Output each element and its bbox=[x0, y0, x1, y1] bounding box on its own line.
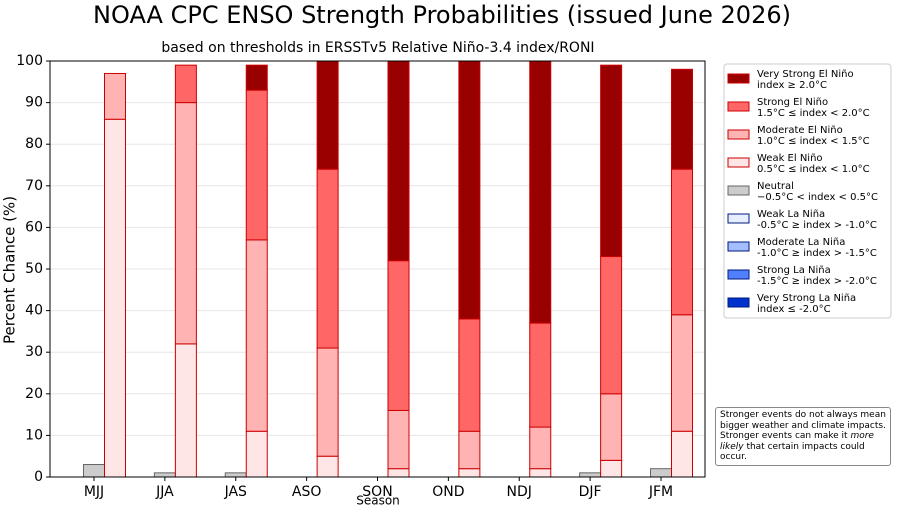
legend-swatch bbox=[727, 213, 750, 224]
bar-segment bbox=[671, 68, 693, 170]
bar-segment bbox=[387, 409, 410, 470]
bar-segment bbox=[671, 168, 693, 316]
legend-swatch bbox=[727, 129, 750, 140]
legend-label: Neutral bbox=[757, 181, 794, 192]
bar-segment bbox=[83, 464, 105, 478]
x-tick-label: NDJ bbox=[507, 484, 532, 500]
y-tick-label: 40 bbox=[25, 303, 43, 319]
bar-segment bbox=[529, 60, 552, 324]
bar-segment bbox=[529, 322, 552, 428]
legend-swatch bbox=[727, 269, 750, 280]
y-tick-label: 30 bbox=[25, 344, 43, 360]
bar-segment bbox=[245, 89, 268, 241]
bar-segment bbox=[600, 393, 623, 461]
x-tick-label: ASO bbox=[292, 484, 321, 500]
bar-segment bbox=[387, 468, 410, 478]
y-tick-label: 10 bbox=[25, 427, 43, 443]
bar-segment bbox=[316, 455, 339, 478]
legend-label: Strong El Niño bbox=[757, 97, 828, 108]
bar-segment bbox=[174, 64, 197, 104]
bar-segment bbox=[387, 60, 410, 262]
bar-segment bbox=[458, 430, 481, 470]
note-text: Stronger events do not always mean bigge… bbox=[720, 410, 886, 441]
legend-swatch bbox=[727, 73, 750, 84]
legend-swatch bbox=[727, 241, 750, 252]
y-tick-label: 0 bbox=[34, 469, 43, 485]
bar-segment bbox=[458, 468, 481, 478]
y-tick-label: 60 bbox=[25, 219, 43, 235]
bar-segment bbox=[650, 468, 672, 478]
y-tick-label: 50 bbox=[25, 261, 43, 277]
legend-range: 1.0°C ≤ index < 1.5°C bbox=[757, 136, 870, 147]
bar-segment bbox=[579, 472, 602, 478]
y-tick-label: 70 bbox=[25, 178, 43, 194]
bar-segment bbox=[458, 318, 481, 432]
legend-box bbox=[723, 63, 892, 319]
legend-swatch bbox=[727, 101, 750, 112]
note-emphasis: more likely bbox=[720, 431, 874, 452]
bar-segment bbox=[458, 60, 481, 320]
note: Stronger events do not always mean bigge… bbox=[715, 407, 891, 466]
bar-segment bbox=[245, 64, 268, 91]
bar-segment bbox=[671, 314, 693, 432]
bar-segment bbox=[671, 430, 693, 478]
legend-range: 1.5°C ≤ index < 2.0°C bbox=[757, 108, 870, 119]
y-tick-label: 100 bbox=[16, 53, 43, 69]
bar-segment bbox=[529, 468, 552, 478]
x-axis-label: Season bbox=[356, 494, 400, 507]
plot-frame bbox=[49, 60, 706, 478]
bar-segment bbox=[174, 102, 197, 345]
legend-label: Moderate La Niña bbox=[757, 237, 845, 248]
x-tick-label: SON bbox=[362, 484, 392, 500]
bar-segment bbox=[316, 60, 339, 170]
legend-label: Very Strong La Niña bbox=[757, 293, 856, 304]
y-tick-label: 90 bbox=[25, 95, 43, 111]
legend-label: Moderate El Niño bbox=[757, 125, 843, 136]
legend-label: Very Strong El Niño bbox=[757, 69, 854, 80]
legend-range: index ≥ 2.0°C bbox=[757, 80, 827, 91]
x-tick-label: OND bbox=[432, 484, 464, 500]
bar-segment bbox=[387, 260, 410, 411]
x-tick-label: JJA bbox=[155, 484, 174, 500]
legend-swatch bbox=[727, 157, 750, 168]
legend-range: -1.0°C ≥ index > -1.5°C bbox=[757, 248, 877, 259]
chart-subtitle: based on thresholds in ERSSTv5 Relative … bbox=[161, 40, 594, 56]
plot: 0 10 20 30 40 50 60 70 80 90 100 MJJ JJA JAS ASO SON OND… bbox=[16, 53, 706, 500]
legend-swatch bbox=[727, 297, 750, 308]
bar-segment bbox=[316, 168, 339, 349]
legend-range: 0.5°C ≤ index < 1.0°C bbox=[757, 164, 870, 175]
y-tick-label: 20 bbox=[25, 386, 43, 402]
bar-segment bbox=[174, 343, 197, 478]
bar-segment bbox=[153, 472, 176, 478]
legend-range: −0.5°C < index < 0.5°C bbox=[757, 192, 878, 203]
legend-swatch bbox=[727, 185, 750, 196]
legend-label: Strong La Niña bbox=[757, 265, 831, 276]
x-tick-label: JAS bbox=[224, 484, 247, 500]
legend-range: index ≤ -2.0°C bbox=[757, 304, 831, 315]
bar-segment bbox=[104, 72, 126, 120]
bar-segment bbox=[600, 64, 623, 258]
bar-segment bbox=[529, 426, 552, 470]
x-tick-label: JFM bbox=[648, 484, 673, 500]
bar-segment bbox=[224, 472, 247, 478]
y-axis-label: Percent Chance (%) bbox=[1, 196, 19, 344]
legend-label: Weak El Niño bbox=[757, 153, 823, 164]
legend-range: -0.5°C ≥ index > -1.0°C bbox=[757, 220, 877, 231]
legend-label: Weak La Niña bbox=[757, 209, 825, 220]
y-tick-label: 80 bbox=[25, 136, 43, 152]
bar-segment bbox=[600, 459, 623, 478]
bar-segment bbox=[245, 430, 268, 478]
note-text: that certain impacts could occur. bbox=[720, 441, 865, 463]
bar-segment bbox=[245, 239, 268, 432]
chart-title: NOAA CPC ENSO Strength Probabilities (is… bbox=[93, 1, 791, 29]
bar-segment bbox=[316, 347, 339, 457]
legend-range: -1.5°C ≥ index > -2.0°C bbox=[757, 276, 877, 287]
x-tick-label: MJJ bbox=[84, 484, 104, 500]
bar-segment bbox=[104, 118, 126, 478]
bar-segment bbox=[600, 256, 623, 395]
x-tick-label: DJF bbox=[579, 484, 602, 500]
